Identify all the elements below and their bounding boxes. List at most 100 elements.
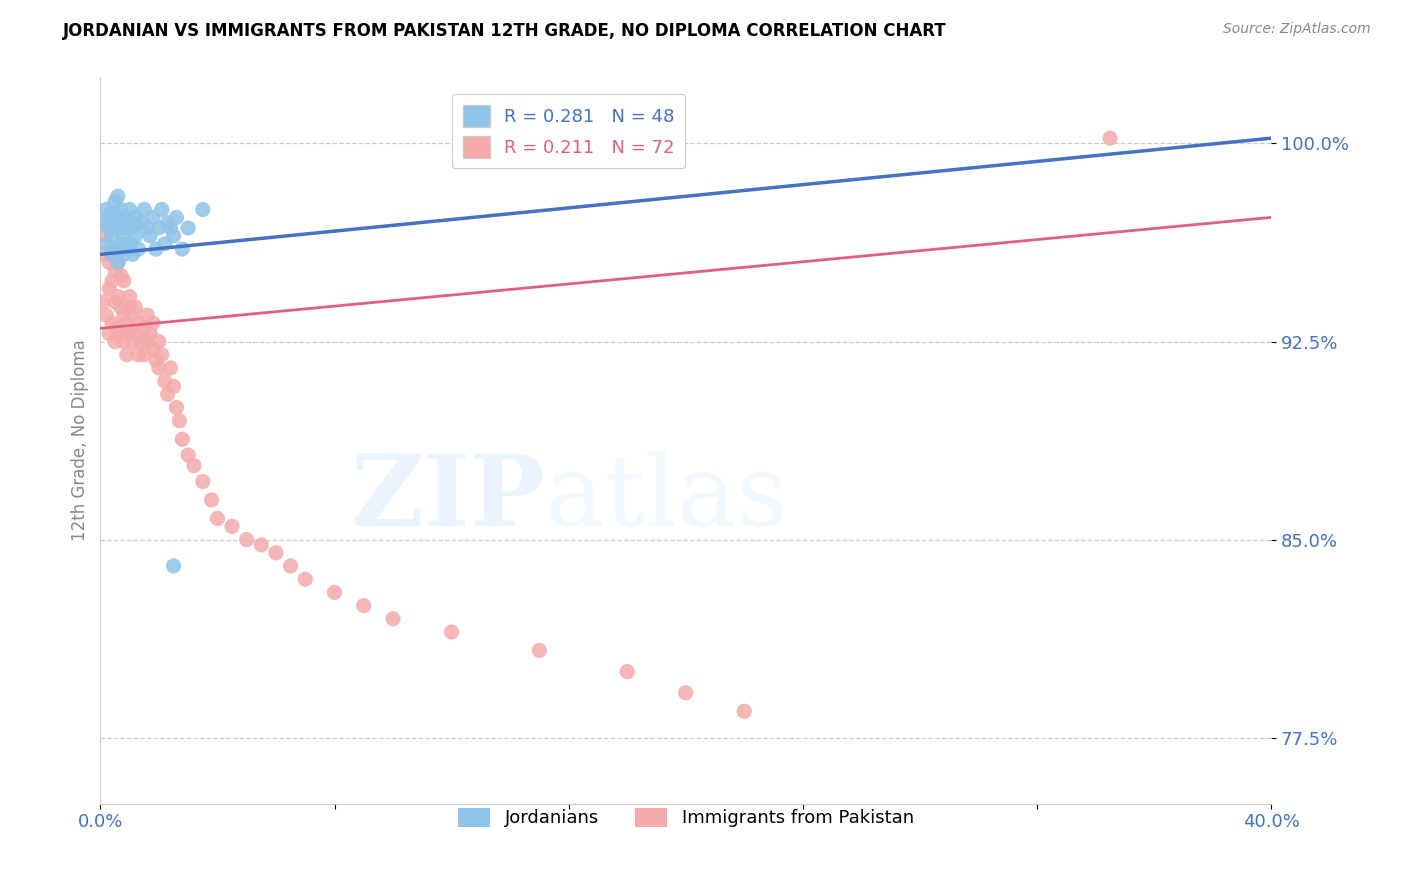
Point xyxy=(110,268,132,283)
Point xyxy=(112,247,135,261)
Point xyxy=(142,343,165,357)
Point xyxy=(382,612,405,626)
Point xyxy=(207,511,229,525)
Point xyxy=(131,334,153,349)
Point xyxy=(440,625,463,640)
Point xyxy=(134,202,156,217)
Point xyxy=(96,228,118,243)
Point xyxy=(101,205,124,219)
Legend: Jordanians, Immigrants from Pakistan: Jordanians, Immigrants from Pakistan xyxy=(450,801,921,835)
Point xyxy=(104,334,127,349)
Point xyxy=(121,247,143,261)
Point xyxy=(191,475,214,489)
Point xyxy=(183,458,205,473)
Point xyxy=(124,300,146,314)
Point xyxy=(169,414,191,428)
Point xyxy=(139,228,162,243)
Point xyxy=(104,263,127,277)
Point xyxy=(127,348,149,362)
Point xyxy=(98,282,121,296)
Point xyxy=(121,221,143,235)
Point xyxy=(96,202,118,217)
Point xyxy=(118,236,141,251)
Point xyxy=(107,290,129,304)
Text: ZIP: ZIP xyxy=(350,450,546,547)
Point xyxy=(91,294,114,309)
Point xyxy=(121,308,143,322)
Point xyxy=(107,255,129,269)
Point xyxy=(136,308,159,322)
Point xyxy=(107,211,129,225)
Point xyxy=(264,546,287,560)
Point xyxy=(177,221,200,235)
Point xyxy=(733,704,755,718)
Point xyxy=(104,194,127,209)
Point xyxy=(136,334,159,349)
Point xyxy=(142,316,165,330)
Point xyxy=(159,360,181,375)
Point xyxy=(98,221,121,235)
Point xyxy=(101,242,124,256)
Point xyxy=(1099,131,1122,145)
Point xyxy=(353,599,375,613)
Point xyxy=(104,216,127,230)
Point xyxy=(145,242,167,256)
Point xyxy=(107,255,129,269)
Point xyxy=(115,221,138,235)
Y-axis label: 12th Grade, No Diploma: 12th Grade, No Diploma xyxy=(72,340,89,541)
Point xyxy=(110,300,132,314)
Point xyxy=(91,247,114,261)
Point xyxy=(118,326,141,341)
Point xyxy=(104,242,127,256)
Point xyxy=(118,202,141,217)
Point xyxy=(124,326,146,341)
Point xyxy=(110,216,132,230)
Point xyxy=(142,211,165,225)
Point xyxy=(529,643,551,657)
Point xyxy=(191,202,214,217)
Point xyxy=(153,236,176,251)
Point xyxy=(250,538,273,552)
Point xyxy=(115,242,138,256)
Text: atlas: atlas xyxy=(546,450,787,547)
Point xyxy=(200,492,222,507)
Point xyxy=(156,216,179,230)
Text: Source: ZipAtlas.com: Source: ZipAtlas.com xyxy=(1223,22,1371,37)
Point xyxy=(148,221,170,235)
Point xyxy=(177,448,200,462)
Point xyxy=(112,211,135,225)
Point xyxy=(153,374,176,388)
Point xyxy=(112,228,135,243)
Point xyxy=(121,334,143,349)
Point xyxy=(112,274,135,288)
Point xyxy=(101,274,124,288)
Point xyxy=(112,308,135,322)
Point xyxy=(162,379,184,393)
Point xyxy=(131,216,153,230)
Point xyxy=(134,348,156,362)
Point xyxy=(101,228,124,243)
Point xyxy=(110,326,132,341)
Point xyxy=(115,316,138,330)
Point xyxy=(101,247,124,261)
Point xyxy=(110,202,132,217)
Point xyxy=(127,316,149,330)
Point xyxy=(127,242,149,256)
Point xyxy=(172,242,194,256)
Point xyxy=(159,221,181,235)
Point xyxy=(162,228,184,243)
Point xyxy=(107,321,129,335)
Point xyxy=(156,387,179,401)
Point xyxy=(124,228,146,243)
Point xyxy=(235,533,257,547)
Point xyxy=(112,334,135,349)
Point xyxy=(675,686,697,700)
Point xyxy=(134,321,156,335)
Point xyxy=(165,211,187,225)
Point xyxy=(148,360,170,375)
Point xyxy=(96,308,118,322)
Point xyxy=(118,300,141,314)
Point xyxy=(323,585,346,599)
Point xyxy=(280,559,302,574)
Point xyxy=(124,211,146,225)
